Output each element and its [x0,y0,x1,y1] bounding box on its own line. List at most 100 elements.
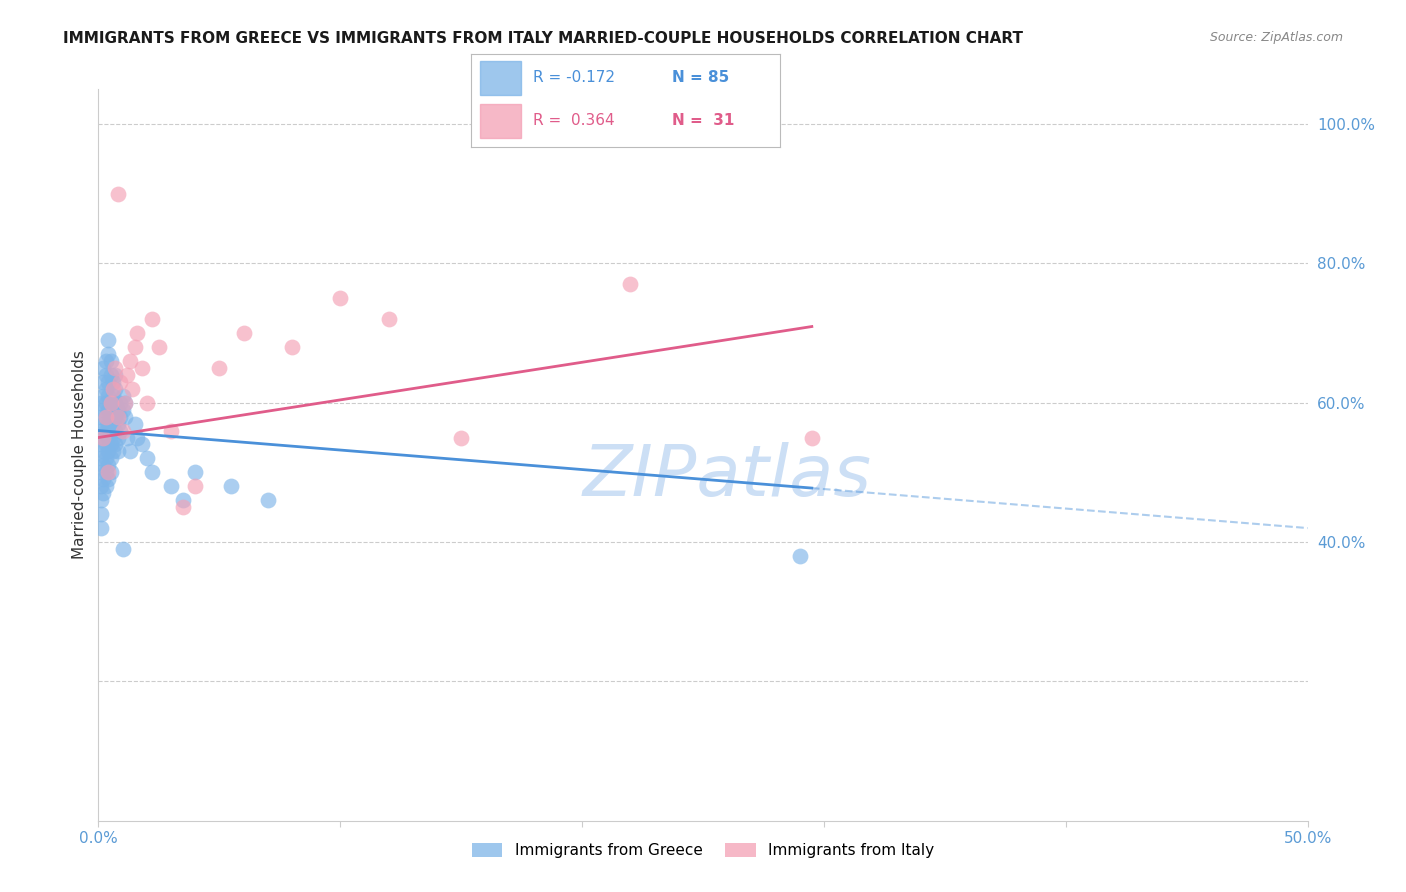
Point [256,493,278,508]
Point [100,395,122,409]
Point [91,444,114,458]
Point [124,340,146,354]
Bar [481,104,520,138]
Text: N = 85: N = 85 [672,70,730,86]
Point [111,389,134,403]
Point [131,437,153,451]
Text: ZIPatlas: ZIPatlas [582,442,872,511]
Point [114,409,136,424]
Point [91,486,114,500]
Point [107,186,129,201]
Point [94,409,117,424]
Point [94,466,117,480]
Point [90,521,112,535]
Point [107,444,129,458]
Point [117,430,139,444]
Point [121,382,143,396]
Point [101,417,124,431]
Point [100,354,122,368]
Point [100,409,122,424]
Point [104,437,127,451]
Point [90,409,112,424]
Point [221,479,243,493]
Point [94,424,117,438]
Point [160,424,183,438]
Point [135,451,157,466]
Point [208,360,231,375]
Point [104,382,127,396]
Point [450,430,472,444]
Point [232,326,254,340]
Point [101,375,124,389]
Point [97,333,120,347]
Point [101,444,124,458]
Point [91,458,114,473]
Point [90,395,112,409]
Point [111,402,134,417]
Point [148,340,170,354]
Point [91,360,114,375]
Point [104,395,127,409]
Point [104,424,127,438]
Point [94,409,117,424]
Point [91,402,114,417]
Point [91,430,114,444]
Point [94,382,117,396]
Point [800,430,823,444]
Point [90,437,112,451]
Point [90,507,112,521]
Text: IMMIGRANTS FROM GREECE VS IMMIGRANTS FROM ITALY MARRIED-COUPLE HOUSEHOLDS CORREL: IMMIGRANTS FROM GREECE VS IMMIGRANTS FRO… [63,31,1024,46]
Point [97,466,120,480]
Point [281,340,304,354]
Point [184,479,207,493]
Point [111,541,134,556]
Point [114,395,136,409]
Point [97,444,120,458]
Point [94,451,117,466]
Point [127,326,149,340]
Point [91,417,114,431]
Point [90,451,112,466]
Text: R = -0.172: R = -0.172 [533,70,614,86]
Point [97,472,120,486]
Point [97,430,120,444]
Point [101,402,124,417]
Point [97,375,120,389]
Point [90,493,112,508]
Point [94,395,117,409]
Point [104,368,127,382]
Point [94,479,117,493]
Point [107,430,129,444]
Point [101,389,124,403]
Point [172,493,194,508]
Point [118,354,141,368]
Point [619,277,641,292]
Point [108,424,131,438]
Point [91,430,114,444]
Point [108,409,131,424]
Point [97,417,120,431]
Point [111,424,134,438]
Point [107,402,129,417]
Point [184,466,207,480]
Point [107,417,129,431]
Point [108,375,131,389]
Y-axis label: Married-couple Households: Married-couple Households [72,351,87,559]
Text: Source: ZipAtlas.com: Source: ZipAtlas.com [1209,31,1343,45]
Point [91,389,114,403]
Point [104,360,127,375]
Point [117,368,139,382]
Point [101,382,124,396]
Point [91,375,114,389]
Point [107,409,129,424]
Point [100,424,122,438]
Point [97,458,120,473]
Point [124,417,146,431]
Point [100,466,122,480]
Point [90,466,112,480]
Point [100,368,122,382]
Point [100,395,122,409]
Point [141,312,163,326]
Point [90,479,112,493]
Text: N =  31: N = 31 [672,113,734,128]
